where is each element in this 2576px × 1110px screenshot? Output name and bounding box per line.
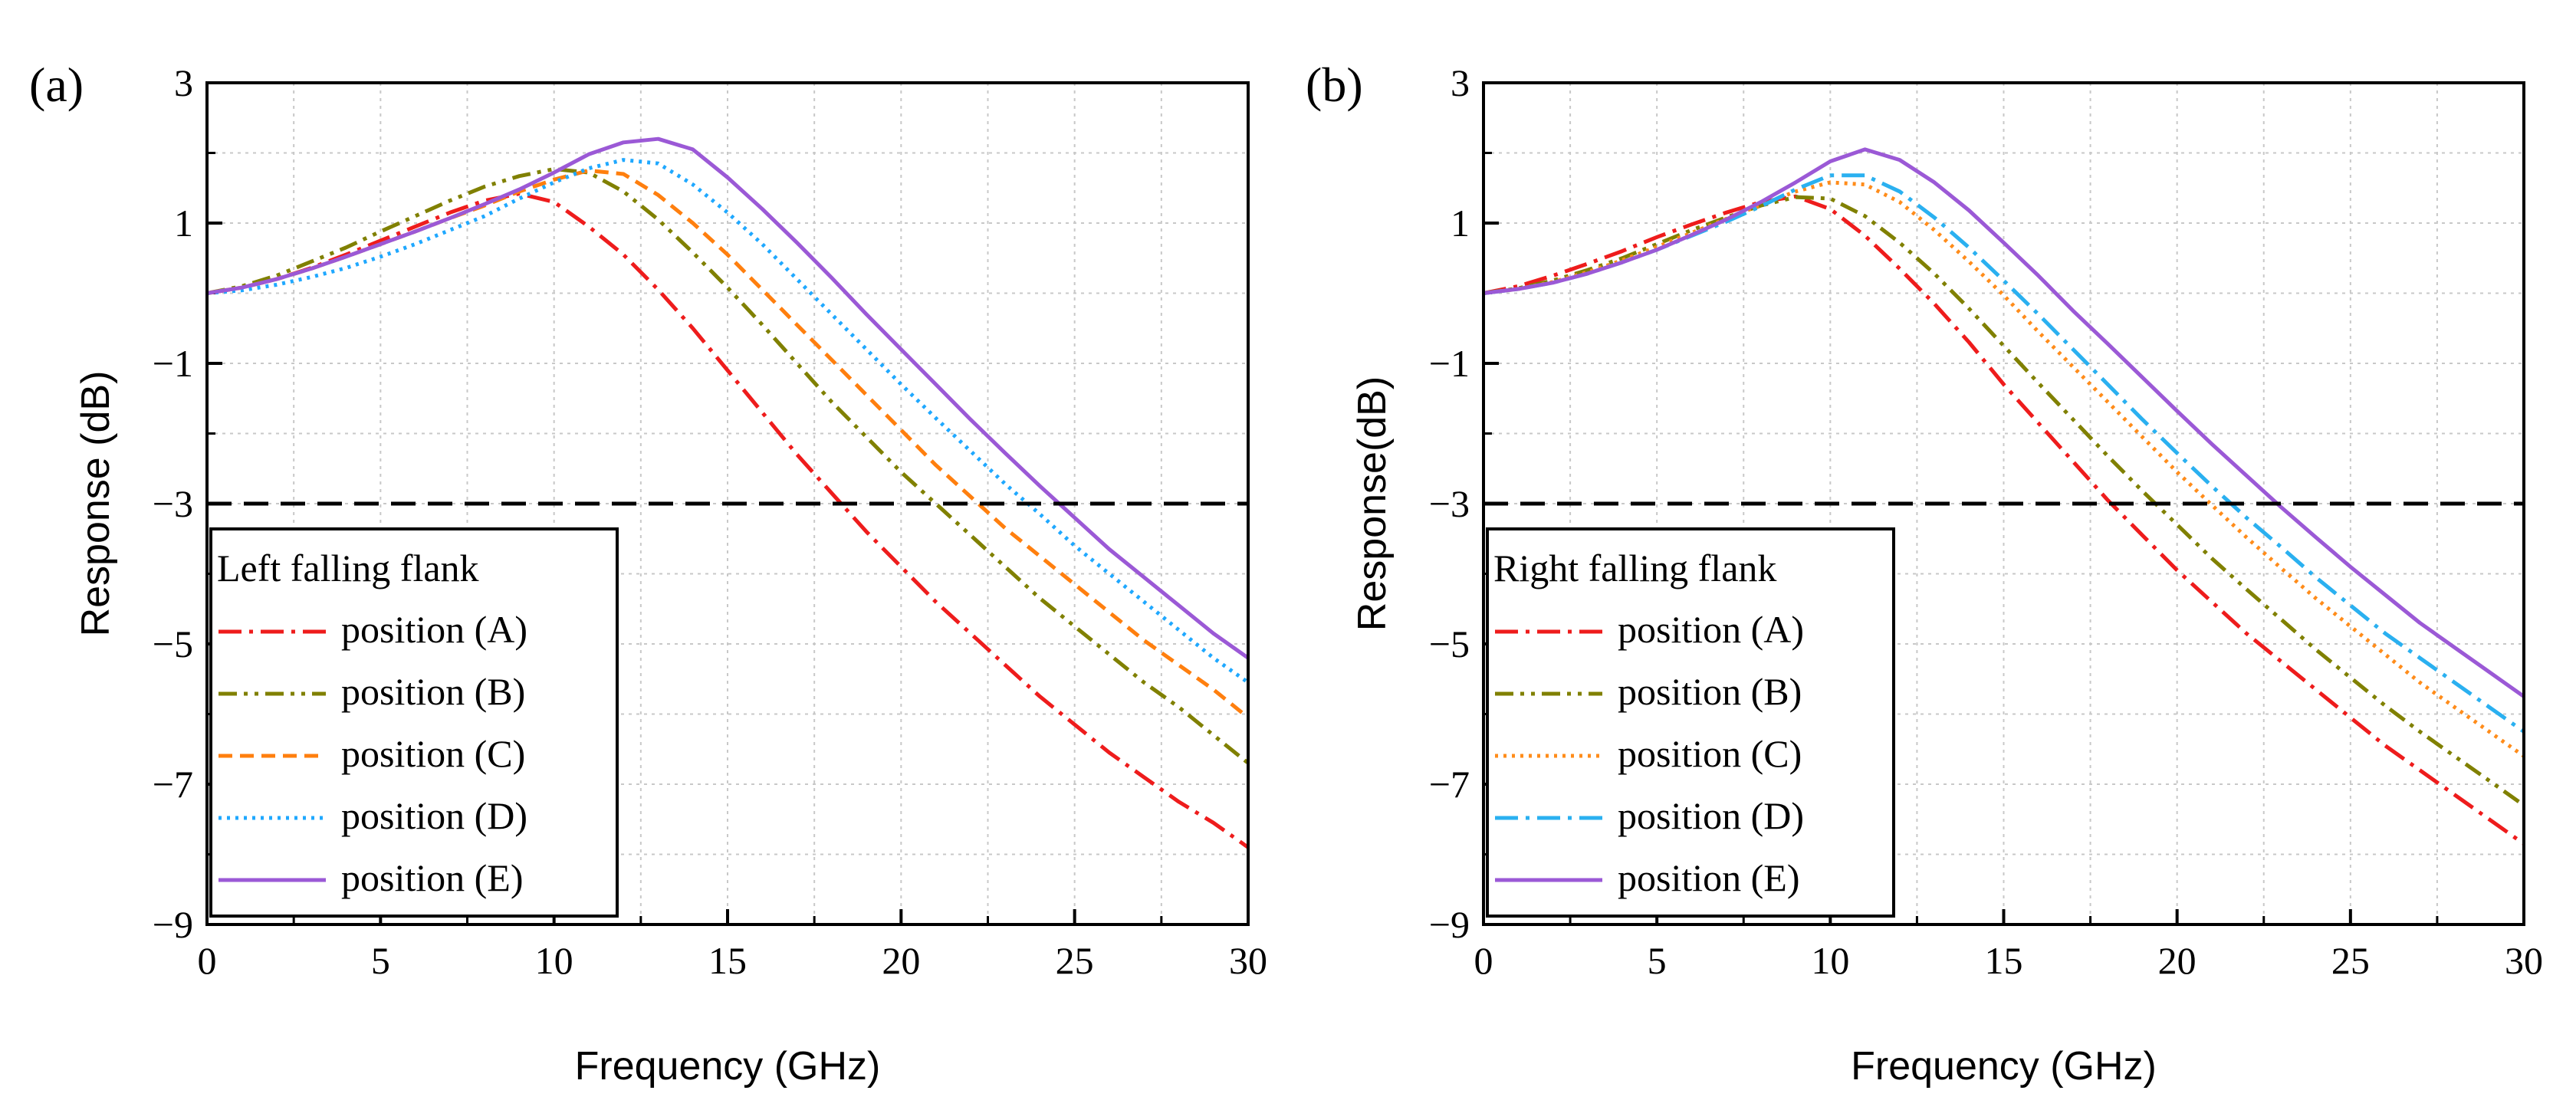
x-tick-label: 25 bbox=[1056, 939, 1094, 982]
legend-entry-d: position (D) bbox=[341, 794, 527, 837]
legend-entry-c: position (C) bbox=[341, 732, 525, 775]
legend-title: Left falling flank bbox=[217, 547, 479, 589]
legend-box bbox=[209, 527, 619, 918]
legend-entry-b: position (B) bbox=[341, 670, 525, 713]
y-axis-title: Response(dB) bbox=[1350, 376, 1395, 631]
legend-entry-b: position (B) bbox=[1618, 670, 1802, 713]
y-tick-label: 1 bbox=[174, 202, 193, 245]
legend-entry-e: position (E) bbox=[1618, 856, 1799, 899]
y-tick-label: −5 bbox=[1429, 622, 1470, 665]
panel-label: (b) bbox=[1306, 57, 1363, 112]
x-axis-title: Frequency (GHz) bbox=[575, 1044, 881, 1089]
legend-entry-e: position (E) bbox=[341, 856, 523, 899]
x-tick-label: 15 bbox=[708, 939, 747, 982]
x-tick-label: 5 bbox=[1648, 939, 1667, 982]
series-line-a bbox=[1483, 194, 2525, 846]
x-tick-label: 30 bbox=[1229, 939, 1267, 982]
y-tick-label: 3 bbox=[174, 61, 193, 104]
y-tick-label: −1 bbox=[1429, 342, 1470, 385]
y-tick-label: −9 bbox=[1429, 903, 1470, 946]
x-tick-label: 20 bbox=[882, 939, 920, 982]
panel-a: 0 5 10 15 20 25 30 3 1 −1 −3 −5 −7 −9 Left falling fla… bbox=[29, 57, 1267, 1089]
x-tick-label: 0 bbox=[1474, 939, 1493, 982]
legend-box bbox=[1486, 527, 1895, 918]
x-tick-label: 0 bbox=[198, 939, 217, 982]
plot-frame bbox=[1482, 81, 2525, 926]
series-line-a bbox=[206, 192, 1250, 849]
x-tick-label: 30 bbox=[2505, 939, 2543, 982]
y-axis-title: Response (dB) bbox=[74, 371, 118, 637]
y-tick-label: −7 bbox=[1429, 763, 1470, 806]
y-tick-label: −3 bbox=[1429, 482, 1470, 525]
y-tick-label: −1 bbox=[153, 342, 193, 385]
x-tick-label: 5 bbox=[371, 939, 390, 982]
x-tick-label: 20 bbox=[2158, 939, 2196, 982]
legend-entry-c: position (C) bbox=[1618, 732, 1802, 775]
legend-entry-a: position (A) bbox=[1618, 608, 1804, 651]
x-tick-label: 10 bbox=[535, 939, 573, 982]
x-tick-label: 10 bbox=[1811, 939, 1849, 982]
plot-frame bbox=[205, 81, 1250, 926]
y-tick-label: 1 bbox=[1451, 202, 1470, 245]
y-tick-label: −9 bbox=[153, 903, 193, 946]
series-line-e bbox=[206, 136, 1250, 660]
panel-label: (a) bbox=[29, 57, 84, 112]
x-tick-label: 25 bbox=[2331, 939, 2370, 982]
legend-entry-d: position (D) bbox=[1618, 794, 1804, 837]
panel-b: 0 5 10 15 20 25 30 3 1 −1 −3 −5 −7 −9 Right falling fl… bbox=[1306, 57, 2543, 1089]
series-line-d bbox=[206, 158, 1250, 685]
legend-title: Right falling flank bbox=[1493, 547, 1776, 589]
x-tick-label: 15 bbox=[1985, 939, 2023, 982]
y-tick-label: −3 bbox=[153, 482, 193, 525]
x-axis-title: Frequency (GHz) bbox=[1851, 1044, 2157, 1089]
series-line-e bbox=[1483, 147, 2525, 698]
y-tick-label: −5 bbox=[153, 622, 193, 665]
legend-entry-a: position (A) bbox=[341, 608, 527, 651]
y-tick-label: −7 bbox=[153, 763, 193, 806]
y-tick-label: 3 bbox=[1451, 61, 1470, 104]
